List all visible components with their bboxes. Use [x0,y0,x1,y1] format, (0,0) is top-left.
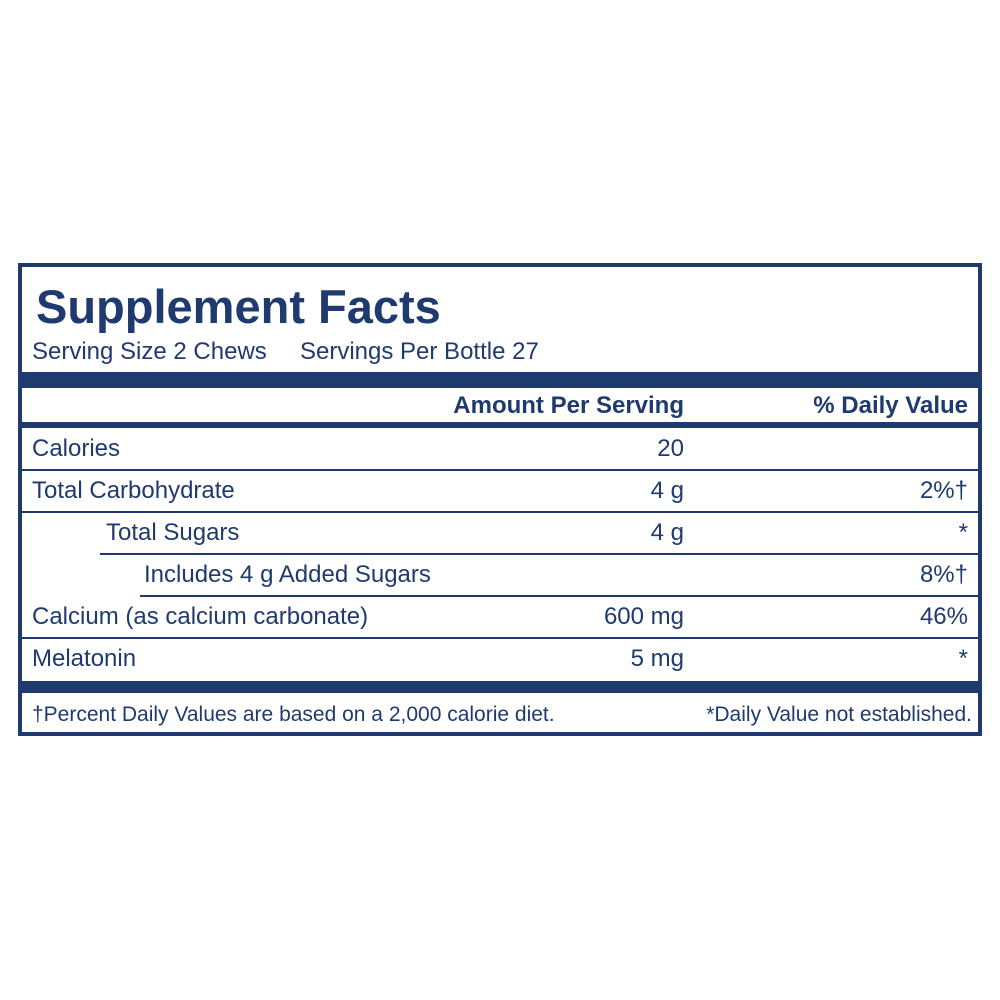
medium-rule [22,422,978,428]
column-header: % Daily Value [813,392,968,419]
daily-value: 8%† [919,561,968,588]
daily-value: 46% [919,603,968,630]
amount: 4 g [650,519,684,546]
footnote: †Percent Daily Values are based on a 2,0… [32,703,555,726]
row-divider [22,469,978,471]
row-label: Melatonin [32,645,137,672]
amount: 4 g [650,477,684,504]
row-label: Total Carbohydrate [32,477,235,504]
amount: 5 mg [630,645,684,672]
daily-value: 2%† [919,477,968,504]
row-label: Calcium (as calcium carbonate) [32,603,369,630]
row-label: Calories [32,435,121,462]
row-label: Includes 4 g Added Sugars [144,561,431,588]
row-label: Total Sugars [106,519,240,546]
daily-value: * [958,519,968,546]
thick-rule [22,372,978,388]
amount: 20 [657,435,684,462]
servings-per-container: Servings Per Bottle 27 [300,338,539,365]
column-header: Amount Per Serving [453,392,684,419]
title: Supplement Facts [36,280,441,333]
serving-size: Serving Size 2 Chews [32,338,267,365]
footnote: *Daily Value not established. [706,703,972,726]
row-divider [100,553,978,555]
row-divider [22,637,978,639]
row-divider [22,511,978,513]
thick-rule [22,681,978,693]
row-divider [140,595,978,597]
supplement-facts-panel: Supplement Facts Serving Size 2 Chews Se… [18,263,982,736]
amount: 600 mg [603,603,684,630]
daily-value: * [958,645,968,672]
